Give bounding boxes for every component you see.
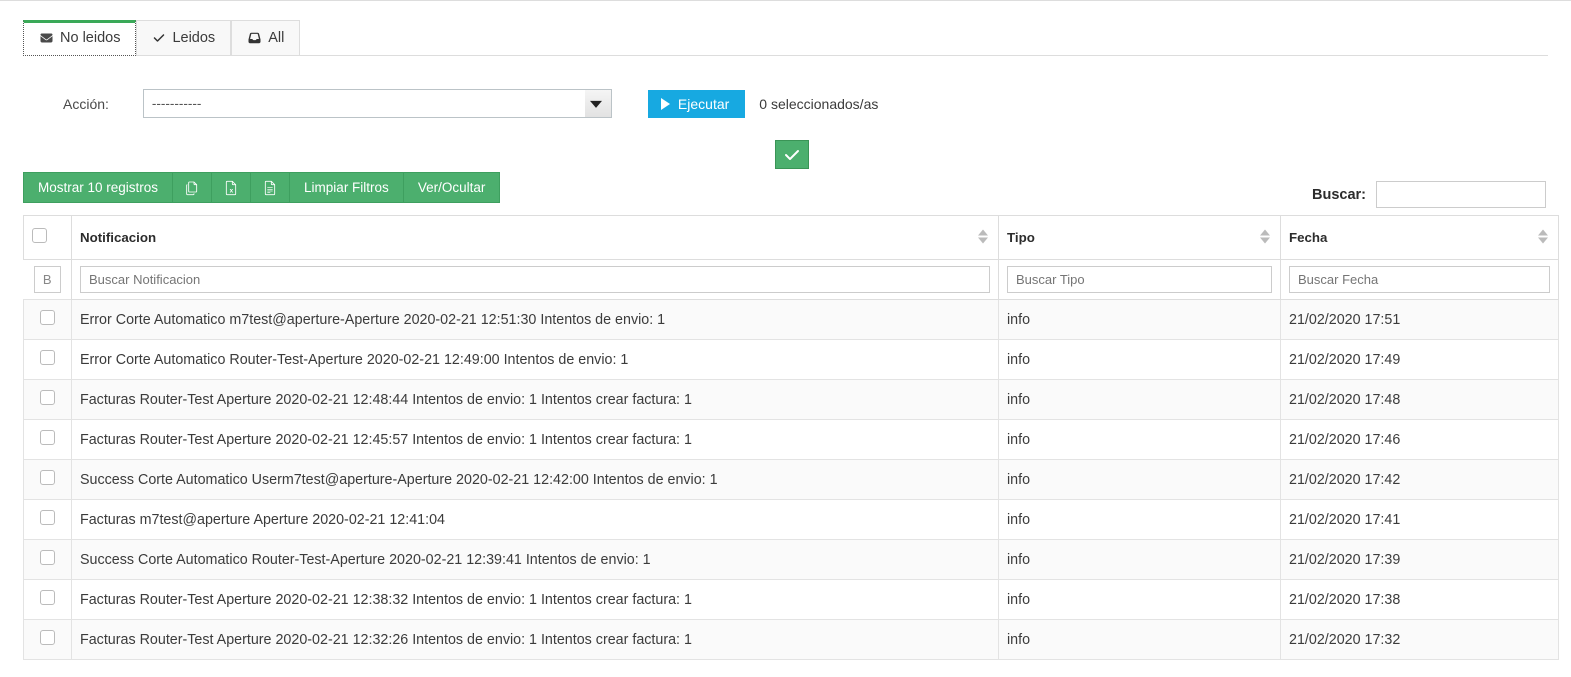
svg-text:x: x — [230, 187, 234, 194]
